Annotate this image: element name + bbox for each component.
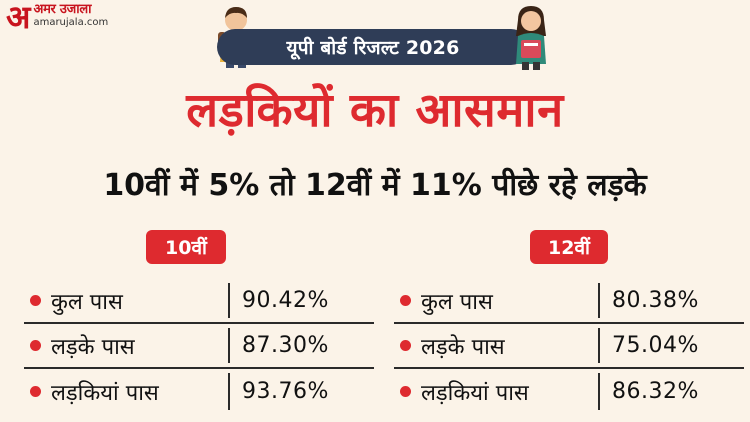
row-label: कुल पास	[421, 289, 493, 315]
bullet-dot-icon	[400, 295, 411, 306]
row-label: लड़कियां पास	[421, 380, 529, 406]
row-value: 90.42%	[242, 288, 329, 313]
class10-badge: 10वीं	[146, 230, 226, 264]
logo-mark: अ	[6, 0, 31, 36]
table-row: लड़कियां पास 86.32%	[394, 369, 744, 414]
row-value: 75.04%	[612, 333, 699, 358]
bullet-dot-icon	[400, 340, 411, 351]
logo-name: अमर उजाला	[33, 2, 92, 17]
table-row: लड़कियां पास 93.76%	[24, 369, 374, 414]
bullet-dot-icon	[30, 340, 41, 351]
table-row: लड़के पास 87.30%	[24, 324, 374, 369]
row-label: लड़के पास	[51, 334, 135, 360]
headline: लड़कियों का आसमान	[186, 83, 564, 138]
row-label: लड़कियां पास	[51, 380, 159, 406]
row-value: 87.30%	[242, 333, 329, 358]
class12-results-table: कुल पास 80.38% लड़के पास 75.04% लड़कियां…	[394, 279, 744, 414]
table-row: कुल पास 90.42%	[24, 279, 374, 324]
row-label: कुल पास	[51, 289, 123, 315]
logo-site: amarujala.com	[33, 17, 109, 28]
subheadline: 10वीं में 5% तो 12वीं में 11% पीछे रहे ल…	[103, 168, 647, 203]
result-banner: यूपी बोर्ड रिजल्ट 2026	[217, 29, 529, 65]
class10-results-table: कुल पास 90.42% लड़के पास 87.30% लड़कियां…	[24, 279, 374, 414]
girl-student-illustration	[516, 6, 546, 70]
bullet-dot-icon	[30, 386, 41, 397]
row-value: 86.32%	[612, 379, 699, 404]
class12-badge: 12वीं	[530, 230, 608, 264]
table-row: कुल पास 80.38%	[394, 279, 744, 324]
bullet-dot-icon	[400, 386, 411, 397]
table-row: लड़के पास 75.04%	[394, 324, 744, 369]
amarujala-logo[interactable]: अ अमर उजाला amarujala.com	[6, 0, 109, 36]
row-value: 93.76%	[242, 379, 329, 404]
row-value: 80.38%	[612, 288, 699, 313]
row-label: लड़के पास	[421, 334, 505, 360]
bullet-dot-icon	[30, 295, 41, 306]
